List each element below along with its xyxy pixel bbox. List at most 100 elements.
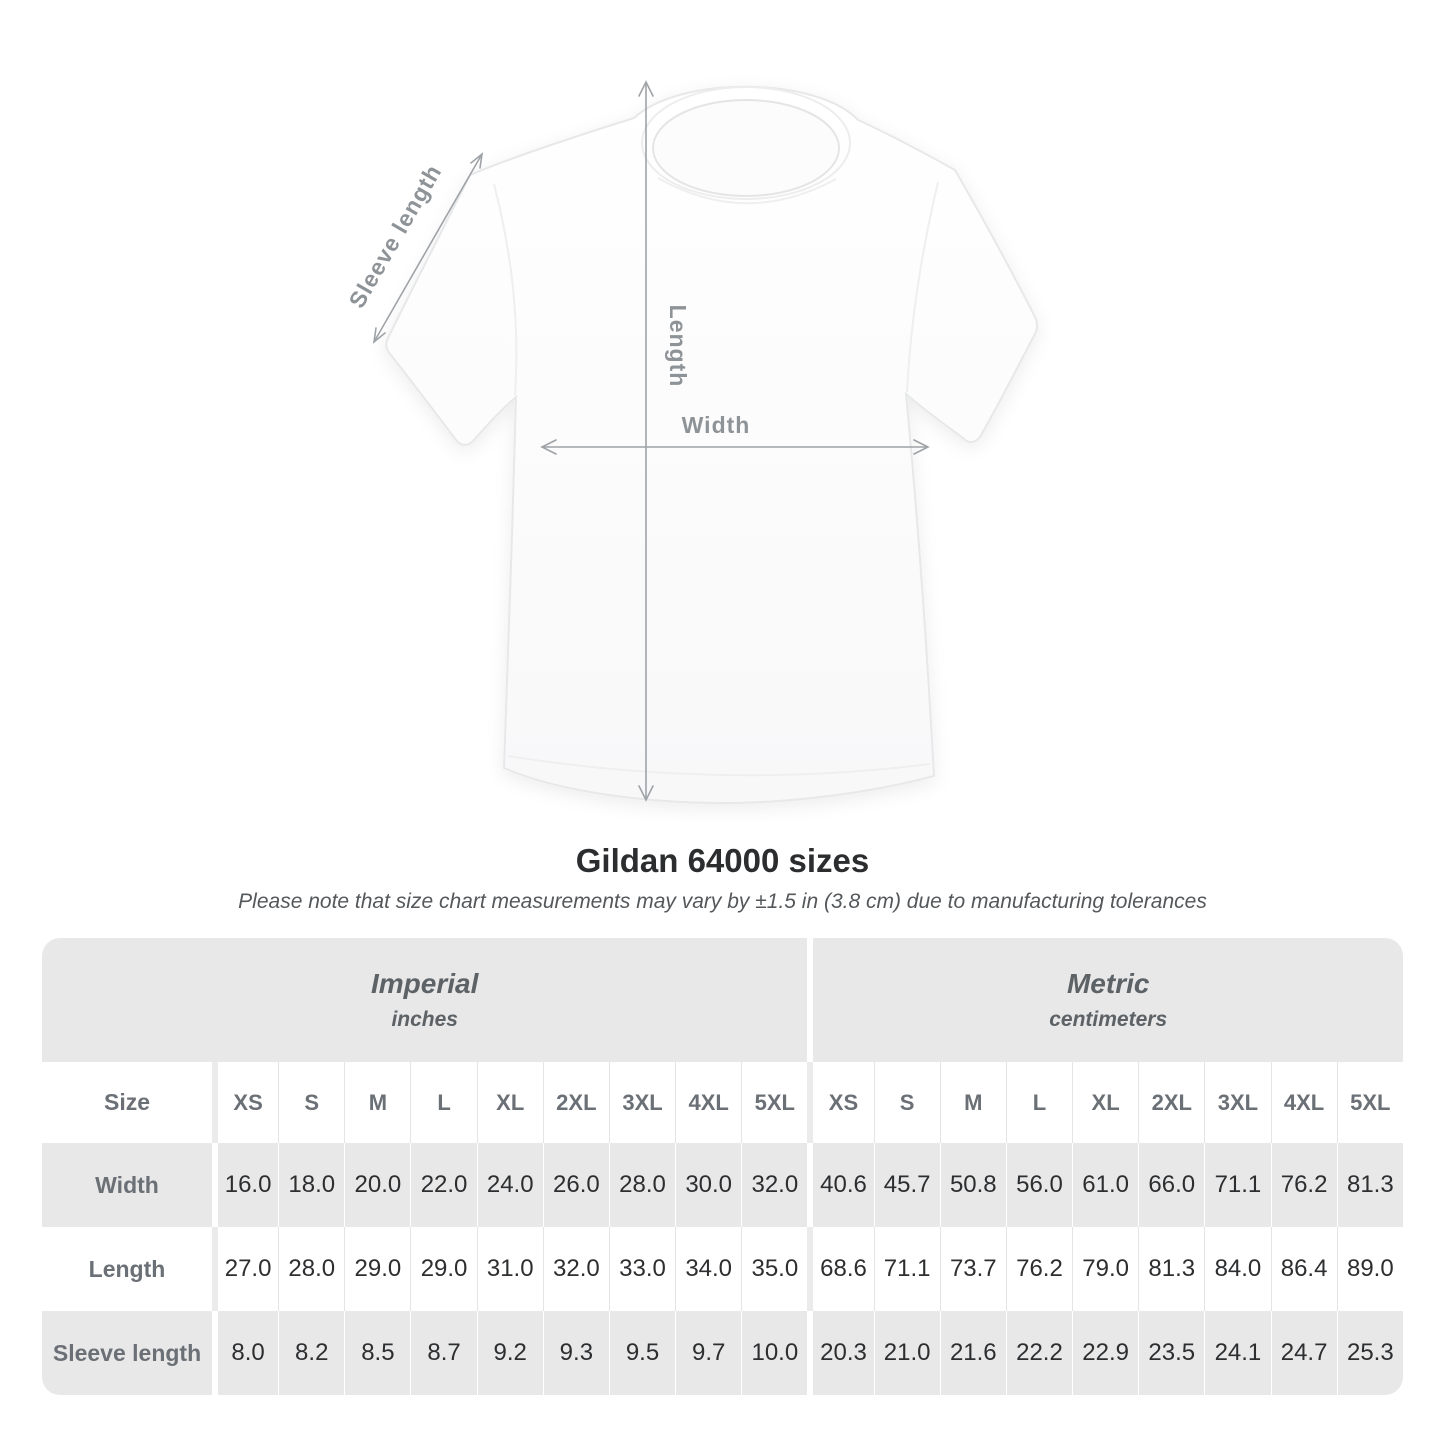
measurement-cell: 26.0 xyxy=(542,1143,609,1227)
size-col-header: S xyxy=(278,1062,345,1143)
arrowhead-icon xyxy=(638,785,654,802)
tshirt-measurement-diagram: Sleeve length Length Width xyxy=(343,80,1039,805)
measurement-cell: 21.6 xyxy=(939,1311,1006,1395)
measurement-cell: 27.0 xyxy=(212,1227,279,1311)
arrowhead-icon xyxy=(638,80,654,97)
measurement-cell: 71.1 xyxy=(1204,1143,1271,1227)
row-label: Sleeve length xyxy=(42,1311,212,1395)
measurement-cell: 50.8 xyxy=(939,1143,1006,1227)
measurement-cell: 8.0 xyxy=(212,1311,279,1395)
left-sleeve-seam xyxy=(493,183,518,396)
metric-unit-label: centimeters xyxy=(1049,1008,1168,1031)
size-col-header: 3XL xyxy=(608,1062,676,1143)
measurement-cell: 29.0 xyxy=(410,1227,477,1311)
measurement-cell: 81.3 xyxy=(1138,1227,1205,1311)
measurement-cell: 20.3 xyxy=(807,1311,874,1395)
measurement-cell: 76.2 xyxy=(1270,1143,1337,1227)
tolerance-note: Please note that size chart measurements… xyxy=(238,890,1207,913)
arrowhead-icon xyxy=(540,439,557,455)
measurement-cell: 68.6 xyxy=(807,1227,874,1311)
measurement-cell: 73.7 xyxy=(939,1227,1006,1311)
measurement-cell: 45.7 xyxy=(873,1143,940,1227)
width-row: Width 16.0 18.0 20.0 22.0 24.0 26.0 28.0… xyxy=(42,1143,1403,1227)
width-arrow: Width xyxy=(540,412,930,455)
size-col-header: XS xyxy=(212,1062,279,1143)
measurement-cell: 25.3 xyxy=(1336,1311,1403,1395)
metric-label: Metric xyxy=(1066,968,1150,999)
metric-banner: Metric centimeters xyxy=(807,938,1403,1062)
measurement-cell: 76.2 xyxy=(1005,1227,1073,1311)
size-col-header: S xyxy=(873,1062,940,1143)
size-header-row: Size XS S M L XL 2XL 3XL 4XL 5XL XS S M … xyxy=(42,1062,1403,1143)
measurement-cell: 8.7 xyxy=(410,1311,477,1395)
size-chart-table: Imperial inches Metric centimeters Size … xyxy=(42,938,1403,1395)
imperial-unit-label: inches xyxy=(391,1008,458,1031)
measurement-cell: 89.0 xyxy=(1336,1227,1403,1311)
size-col-header: 4XL xyxy=(675,1062,742,1143)
arrowhead-icon xyxy=(372,327,386,344)
measurement-cell: 16.0 xyxy=(212,1143,279,1227)
tshirt-graphic xyxy=(385,85,1039,805)
size-col-header: L xyxy=(410,1062,477,1143)
measurement-cell: 24.7 xyxy=(1270,1311,1337,1395)
collar-shadow xyxy=(657,177,837,205)
measurement-cell: 86.4 xyxy=(1270,1227,1337,1311)
length-arrow: Length xyxy=(638,80,691,802)
size-col-header: 2XL xyxy=(1138,1062,1205,1143)
row-label: Width xyxy=(42,1143,212,1227)
measurement-cell: 22.9 xyxy=(1072,1311,1139,1395)
measurement-cell: 9.5 xyxy=(608,1311,676,1395)
measurement-cell: 56.0 xyxy=(1005,1143,1073,1227)
measurement-cell: 23.5 xyxy=(1138,1311,1205,1395)
measurement-cell: 30.0 xyxy=(675,1143,742,1227)
row-label: Length xyxy=(42,1227,212,1311)
measurement-cell: 22.2 xyxy=(1005,1311,1073,1395)
size-col-header: 4XL xyxy=(1270,1062,1337,1143)
size-col-header: M xyxy=(939,1062,1006,1143)
measurement-cell: 8.5 xyxy=(344,1311,411,1395)
size-col-header: 2XL xyxy=(542,1062,609,1143)
size-col-header: XL xyxy=(1072,1062,1139,1143)
size-corner-header: Size xyxy=(42,1062,212,1143)
measurement-cell: 21.0 xyxy=(873,1311,940,1395)
measurement-cell: 10.0 xyxy=(741,1311,808,1395)
size-col-header: 5XL xyxy=(1336,1062,1403,1143)
collar-band-outer xyxy=(641,86,851,200)
measurement-cell: 33.0 xyxy=(608,1227,676,1311)
width-label: Width xyxy=(682,412,751,438)
measurement-cell: 9.7 xyxy=(675,1311,742,1395)
imperial-banner: Imperial inches xyxy=(42,938,808,1062)
size-col-header: XL xyxy=(476,1062,543,1143)
arrowhead-icon xyxy=(470,152,484,169)
size-col-header: M xyxy=(344,1062,411,1143)
measurement-cell: 8.2 xyxy=(278,1311,345,1395)
measurement-cell: 34.0 xyxy=(675,1227,742,1311)
measurement-cell: 32.0 xyxy=(741,1143,808,1227)
measurement-cell: 81.3 xyxy=(1336,1143,1403,1227)
size-chart-section: Imperial inches Metric centimeters Size … xyxy=(42,938,1403,1395)
measurement-cell: 24.0 xyxy=(476,1143,543,1227)
measurement-cell: 35.0 xyxy=(741,1227,808,1311)
measurement-cell: 9.3 xyxy=(542,1311,609,1395)
collar-band-inner xyxy=(652,99,840,197)
measurement-cell: 20.0 xyxy=(344,1143,411,1227)
tshirt-diagram-svg: Sleeve length Length Width xyxy=(343,80,1039,805)
measurement-cell: 9.2 xyxy=(476,1311,543,1395)
measurement-cell: 29.0 xyxy=(344,1227,411,1311)
measurement-cell: 79.0 xyxy=(1072,1227,1139,1311)
right-sleeve-seam xyxy=(906,181,939,393)
length-row: Length 27.0 28.0 29.0 29.0 31.0 32.0 33.… xyxy=(42,1227,1403,1311)
arrowhead-icon xyxy=(913,439,930,455)
measurement-cell: 31.0 xyxy=(476,1227,543,1311)
measurement-cell: 66.0 xyxy=(1138,1143,1205,1227)
measurement-cell: 28.0 xyxy=(608,1143,676,1227)
measurement-cell: 40.6 xyxy=(807,1143,874,1227)
chart-title: Gildan 64000 sizes xyxy=(575,842,870,879)
size-col-header: 5XL xyxy=(741,1062,808,1143)
length-label: Length xyxy=(665,305,691,388)
measurement-cell: 61.0 xyxy=(1072,1143,1139,1227)
size-col-header: XS xyxy=(807,1062,874,1143)
measurement-cell: 32.0 xyxy=(542,1227,609,1311)
imperial-label: Imperial xyxy=(371,968,479,999)
measurement-cell: 24.1 xyxy=(1204,1311,1271,1395)
